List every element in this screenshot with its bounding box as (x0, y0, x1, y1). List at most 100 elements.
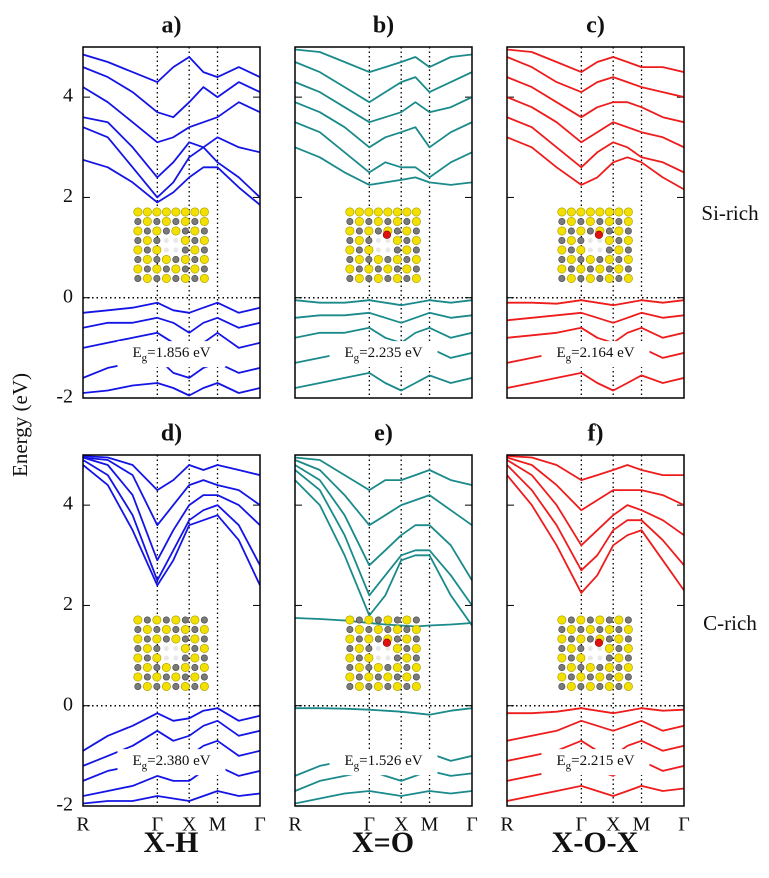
y-tick-label: 0 (63, 693, 73, 715)
structure-atom (606, 655, 612, 661)
structure-atom (154, 237, 160, 243)
y-tick-label: 2 (63, 593, 73, 615)
structure-atom (365, 208, 373, 216)
structure-atom (200, 644, 208, 652)
structure-atom (393, 682, 401, 690)
structure-atom (134, 635, 142, 643)
structure-atom (394, 228, 400, 234)
structure-atom (374, 682, 382, 690)
structure-atom (143, 274, 151, 282)
structure-atom (404, 683, 410, 689)
structure-atom (143, 208, 151, 216)
x-tick-label: Γ (364, 814, 376, 836)
structure-atom (596, 673, 604, 681)
band (507, 328, 684, 343)
structure-atom (365, 616, 373, 624)
structure-atom (172, 673, 180, 681)
structure-atom (200, 208, 208, 216)
panel: c)Eg=2.164 eV (507, 13, 684, 399)
structure-atom (559, 626, 565, 632)
structure-atom (403, 246, 411, 254)
structure-atom (154, 626, 160, 632)
structure-atom (154, 218, 160, 224)
structure-atom (192, 645, 198, 651)
structure-atom (597, 664, 603, 670)
structure-atom (201, 247, 207, 253)
structure-atom (412, 236, 420, 244)
structure-atom (413, 655, 419, 661)
structure-atom (134, 673, 142, 681)
structure-atom (374, 663, 382, 671)
structure-atom (134, 265, 142, 273)
structure-atom (347, 664, 353, 670)
structure-atom (154, 664, 160, 670)
structure-atom (605, 644, 613, 652)
structure-atom (586, 663, 594, 671)
structure-atom (376, 646, 381, 651)
structure-atom (558, 265, 566, 273)
structure-atom (413, 228, 419, 234)
structure-atom (181, 644, 189, 652)
structure-atom (192, 218, 198, 224)
structure-atom (346, 208, 354, 216)
structure-atom (375, 228, 381, 234)
band (295, 458, 472, 491)
structure-atom (135, 626, 141, 632)
structure-atom (385, 664, 391, 670)
structure-atom (588, 646, 593, 651)
structure-atom (347, 683, 353, 689)
structure-atom (356, 655, 362, 661)
structure-atom (162, 255, 170, 263)
structure-atom (559, 218, 565, 224)
structure-atom (385, 655, 390, 660)
x-tick-label: R (76, 814, 90, 836)
structure-atom (173, 626, 179, 632)
structure-atom (586, 255, 594, 263)
structure-atom (384, 208, 392, 216)
structure-atom (568, 228, 574, 234)
structure-atom (355, 644, 363, 652)
structure-atom (154, 683, 160, 689)
structure-atom (201, 266, 207, 272)
structure-atom (624, 255, 632, 263)
y-tick-label: -2 (56, 794, 73, 816)
band (83, 465, 260, 585)
structure-atom (347, 256, 353, 262)
structure-atom (567, 663, 575, 671)
x-tick-label: M (633, 814, 651, 836)
panel: b)Eg=2.235 eV (295, 13, 472, 399)
structure-atom (366, 256, 372, 262)
structure-atom (135, 275, 141, 281)
structure-atom (191, 654, 199, 662)
structure-atom (567, 217, 575, 225)
x-tick-label: M (209, 814, 227, 836)
structure-atom (597, 218, 603, 224)
structure-atom (356, 617, 362, 623)
structure-atom (559, 683, 565, 689)
structure-atom (625, 617, 631, 623)
structure-atom (200, 682, 208, 690)
structure-atom (163, 266, 169, 272)
structure-atom (625, 636, 631, 642)
structure-atom (586, 217, 594, 225)
band (507, 460, 684, 545)
structure-atom (191, 673, 199, 681)
structure-atom (588, 247, 593, 252)
band (507, 786, 684, 801)
structure-atom (200, 255, 208, 263)
structure-atom (577, 227, 585, 235)
structure-atom (606, 636, 612, 642)
band (295, 82, 472, 122)
structure-atom (385, 275, 391, 281)
structure-atom (201, 674, 207, 680)
structure-atom (163, 674, 169, 680)
structure-atom (153, 616, 161, 624)
structure-atom (143, 217, 151, 225)
structure-atom (163, 636, 169, 642)
structure-atom (365, 654, 373, 662)
structure-atom (615, 654, 623, 662)
structure-atom (616, 664, 622, 670)
structure-atom (134, 246, 142, 254)
structure-atom (616, 645, 622, 651)
structure-atom (403, 654, 411, 662)
